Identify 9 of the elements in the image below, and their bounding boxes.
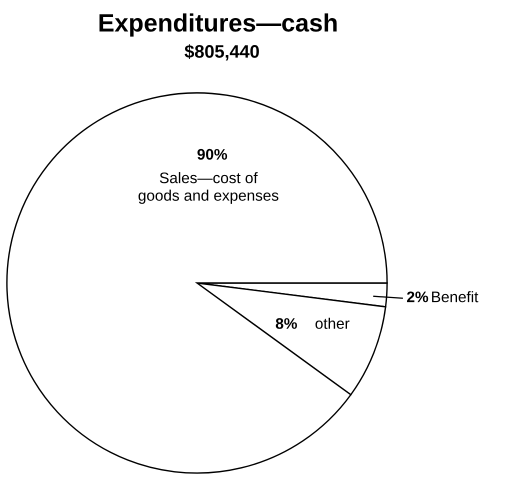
chart-title: Expenditures—cash — [100, 13, 337, 37]
chart-subtitle: $805,440 — [184, 44, 259, 60]
slice-label: Sales—cost of goods and expenses — [138, 172, 278, 204]
pie-slice — [6, 92, 388, 474]
data-label: 2% — [407, 291, 428, 302]
slice-label: other — [316, 318, 350, 329]
slice-label: Benefit — [432, 291, 478, 302]
data-label: 8% — [276, 318, 297, 329]
data-label: 90% — [197, 148, 228, 160]
